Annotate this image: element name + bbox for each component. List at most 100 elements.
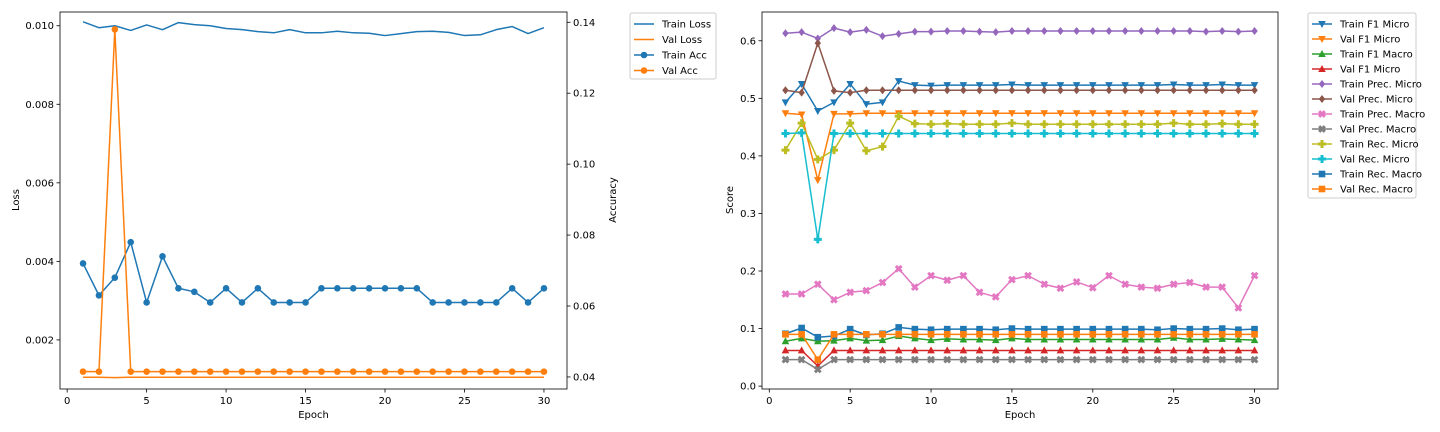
val-rec-micro-line (785, 132, 1255, 241)
val-rec-micro-point (991, 129, 1000, 138)
val-prec-macro-point (1072, 355, 1081, 364)
val-f1-micro-point (1088, 346, 1097, 354)
series-val-rec-micro (781, 128, 1259, 244)
val-rec-macro-point (943, 331, 951, 338)
legend: Train Loss Val Loss Train Acc Val Acc (629, 12, 717, 80)
val-rec-macro-point (1024, 331, 1032, 338)
train-prec-micro-point (1154, 26, 1161, 35)
val-rec-macro-point (879, 331, 886, 338)
series-val-f1-micro (781, 346, 1259, 369)
train-acc-point (127, 238, 135, 246)
train-rec-macro-point (1218, 325, 1226, 332)
val-f1-micro-point (1250, 110, 1259, 118)
val-f1-micro-point (1121, 346, 1129, 354)
val-acc-point (477, 368, 484, 375)
y2-tick-label: 0.10 (573, 160, 595, 171)
x-tick-label: 30 (538, 396, 551, 407)
series-val-f1-micro (781, 110, 1259, 185)
train-prec-macro-point (1169, 280, 1178, 289)
legend-label: Train Acc (661, 51, 707, 62)
train-rec-macro-point (927, 326, 935, 334)
val-acc-point (445, 368, 452, 375)
val-rec-micro-point (813, 235, 822, 244)
train-f1-micro-point (927, 82, 935, 90)
train-prec-macro-point (878, 278, 887, 287)
val-f1-micro-point (1169, 346, 1178, 354)
train-f1-macro-point (1088, 335, 1097, 343)
val-f1-micro-point (878, 110, 887, 118)
train-rec-macro-point (895, 324, 902, 331)
val-rec-macro-point (830, 331, 838, 338)
train-f1-micro-point (959, 82, 968, 90)
legend-label: Train Loss (661, 20, 711, 31)
train-rec-macro-point (846, 325, 854, 333)
val-f1-micro-point (975, 110, 984, 118)
train-acc-point (190, 288, 198, 296)
val-prec-macro-point (1088, 355, 1097, 364)
val-prec-macro-point (813, 365, 822, 374)
train-prec-micro-point (1218, 26, 1226, 35)
val-rec-macro-point (1089, 331, 1097, 338)
train-rec-micro-point (975, 120, 984, 129)
val-prec-micro-point (1089, 86, 1096, 95)
y-tick-label: 0.008 (25, 100, 54, 111)
val-rec-micro-point (1153, 129, 1162, 138)
val-prec-micro-point (782, 86, 789, 95)
train-prec-micro-point (1251, 26, 1258, 35)
train-prec-macro-point (943, 276, 952, 285)
val-rec-macro-point (1057, 331, 1064, 338)
train-prec-micro-point (960, 26, 967, 35)
val-f1-micro-point (862, 110, 871, 118)
train-rec-micro-point (894, 112, 903, 121)
legend-item-train-loss: Train Loss (634, 20, 711, 31)
val-rec-micro-point (1250, 129, 1259, 138)
val-rec-micro-point (1169, 129, 1178, 138)
train-prec-macro-point (959, 271, 968, 280)
val-rec-macro-line (785, 333, 1255, 361)
series-train-f1-micro (781, 78, 1259, 115)
train-rec-macro-point (1138, 325, 1145, 333)
legend-marker (1318, 125, 1326, 133)
train-prec-macro-point (1137, 283, 1146, 292)
x-tick-label: 0 (766, 396, 772, 407)
train-f1-macro-point (1250, 336, 1259, 344)
legend-item-train-rec-micro: Train Rec. Micro (1312, 140, 1419, 151)
train-prec-micro-point (830, 24, 838, 33)
train-f1-macro-point (991, 336, 1000, 344)
y-tick-label: 0.6 (740, 36, 756, 47)
y-tick-label: 0.3 (740, 209, 756, 220)
x-tick-label: 25 (458, 396, 471, 407)
val-prec-macro-point (1218, 355, 1227, 364)
legend-marker (1318, 95, 1326, 103)
legend-item-val-rec-micro: Val Rec. Micro (1312, 155, 1410, 166)
train-f1-micro-point (1008, 81, 1016, 89)
series-train-prec-macro (781, 264, 1259, 312)
train-f1-macro-point (1040, 335, 1049, 343)
val-f1-micro-point (1072, 346, 1081, 354)
val-f1-micro-point (1137, 346, 1146, 354)
val-f1-micro-point (1234, 346, 1243, 354)
train-f1-micro-point (1040, 82, 1049, 90)
val-f1-micro-point (878, 346, 887, 354)
y-tick-label: 0.004 (25, 257, 54, 268)
train-prec-macro-point (813, 280, 822, 289)
train-prec-micro-point (1089, 26, 1096, 35)
train-rec-micro-point (1250, 120, 1259, 129)
legend-marker (1318, 36, 1326, 43)
val-rec-macro-point (798, 331, 805, 338)
val-acc-point (508, 368, 516, 375)
val-f1-micro-point (1105, 346, 1113, 354)
train-f1-micro-point (894, 78, 903, 86)
legend-label: Train F1 Macro (1339, 50, 1413, 61)
train-f1-micro-point (878, 99, 887, 107)
series-train-f1-macro (781, 332, 1259, 345)
train-prec-micro-point (1024, 26, 1032, 35)
train-rec-macro-point (943, 325, 951, 333)
val-rec-macro-point (1235, 331, 1242, 338)
train-rec-micro-point (1153, 120, 1162, 129)
train-rec-macro-point (1202, 325, 1210, 333)
val-prec-macro-point (1153, 355, 1162, 364)
train-prec-micro-point (1105, 26, 1113, 35)
train-rec-macro-point (1089, 325, 1097, 333)
val-prec-micro-point (1202, 86, 1210, 95)
